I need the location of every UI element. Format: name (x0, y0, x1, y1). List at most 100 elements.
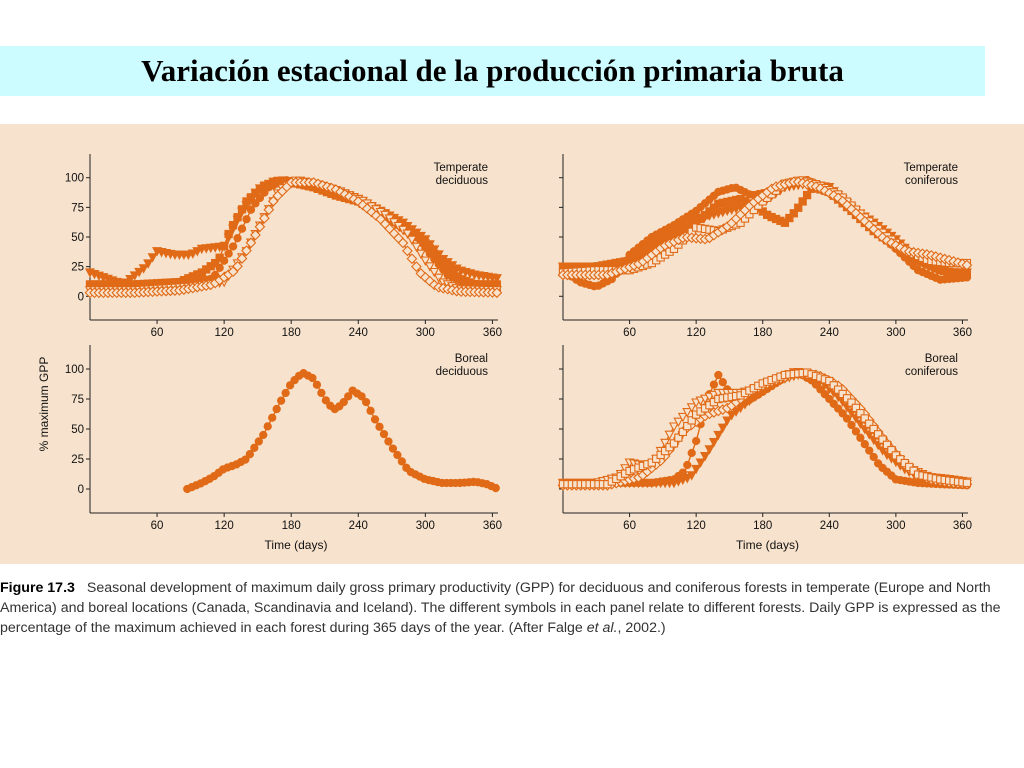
data-point (887, 445, 896, 455)
data-point (344, 392, 353, 401)
x-axis-title: Time (days) (736, 538, 799, 552)
data-point (869, 424, 878, 434)
data-point (379, 429, 389, 439)
title-banner: Variación estacional de la producción pr… (0, 46, 985, 96)
data-point (686, 471, 697, 481)
figure-background (0, 124, 1024, 564)
data-point (962, 478, 972, 488)
panel-label-line: Temperate (904, 162, 958, 174)
data-point (780, 218, 790, 227)
data-point (789, 209, 798, 218)
data-point (255, 193, 265, 203)
data-point (865, 446, 874, 455)
data-point (366, 406, 375, 415)
series-1 (84, 177, 502, 289)
data-point (686, 403, 697, 413)
x-tick-label: 360 (953, 327, 972, 339)
data-point (714, 370, 723, 380)
data-point (285, 381, 295, 390)
data-point (856, 433, 865, 442)
data-point (402, 245, 413, 257)
x-tick-label: 360 (483, 327, 502, 339)
data-point (668, 422, 679, 432)
y-tick-label: 25 (71, 454, 84, 466)
x-tick-label: 180 (282, 327, 301, 339)
data-point (794, 203, 803, 212)
panel-label-line: Boreal (925, 353, 958, 365)
y-tick-label: 50 (71, 232, 84, 244)
series-5 (558, 368, 972, 489)
y-axis-title: % maximum GPP (37, 357, 51, 452)
data-point (388, 444, 398, 453)
data-point (233, 213, 242, 222)
x-tick-label: 180 (753, 520, 772, 532)
data-point (842, 414, 852, 423)
data-point (411, 261, 422, 273)
data-point (250, 229, 261, 241)
x-tick-label: 60 (623, 327, 636, 339)
x-tick-label: 120 (687, 520, 706, 532)
x-tick-label: 240 (820, 520, 839, 532)
panel-label-line: Temperate (434, 162, 488, 174)
y-tick-label: 75 (71, 394, 84, 406)
data-point (708, 438, 719, 448)
data-point (429, 267, 440, 278)
data-point (829, 381, 838, 390)
data-point (259, 430, 268, 440)
caption-text: Seasonal development of maximum daily gr… (0, 580, 1001, 636)
data-point (433, 273, 444, 284)
x-tick-label: 240 (349, 520, 368, 532)
data-point (873, 430, 883, 439)
panel-label-line: coniferous (905, 366, 958, 378)
data-point (687, 416, 696, 425)
x-tick-label: 300 (886, 327, 905, 339)
data-point (272, 404, 281, 414)
data-point (321, 396, 331, 405)
data-point (245, 450, 254, 459)
data-point (251, 199, 260, 208)
data-point (317, 388, 326, 398)
data-point (651, 237, 662, 248)
y-tick-label: 50 (71, 424, 84, 436)
x-tick-label: 240 (820, 327, 839, 339)
data-point (138, 264, 149, 274)
data-point (692, 436, 701, 446)
data-point (825, 376, 834, 386)
data-point (838, 409, 847, 418)
data-point (424, 262, 435, 272)
data-point (224, 229, 233, 239)
data-point (236, 253, 248, 264)
data-point (260, 188, 269, 197)
data-point (219, 241, 229, 251)
data-point (847, 420, 856, 430)
data-point (411, 242, 422, 253)
data-point (263, 422, 272, 431)
y-tick-label: 0 (78, 291, 84, 303)
data-point (695, 458, 706, 468)
panel-boreal-coniferous: 60 120 180 240 300 360 Time (days) Borealconife… (557, 345, 973, 552)
x-tick-label: 300 (416, 520, 435, 532)
x-axis-title: Time (days) (265, 538, 328, 552)
data-point (678, 427, 687, 437)
data-point (713, 430, 724, 441)
data-point (246, 205, 256, 214)
data-point (415, 249, 426, 260)
data-point (254, 437, 263, 446)
data-point (961, 259, 973, 271)
data-point (375, 422, 384, 431)
x-tick-label: 60 (623, 520, 636, 532)
data-point (860, 440, 869, 449)
data-point (228, 242, 238, 251)
caption-etal: et al. (586, 620, 618, 636)
data-point (134, 267, 145, 278)
data-point (281, 388, 290, 398)
x-tick-label: 360 (483, 520, 502, 532)
data-point (259, 212, 270, 224)
data-point (860, 414, 869, 423)
data-point (646, 240, 657, 251)
data-point (211, 258, 220, 268)
caption-end: , 2002.) (617, 620, 666, 636)
data-point (785, 213, 794, 223)
figure-number: Figure 17.3 (0, 580, 75, 596)
